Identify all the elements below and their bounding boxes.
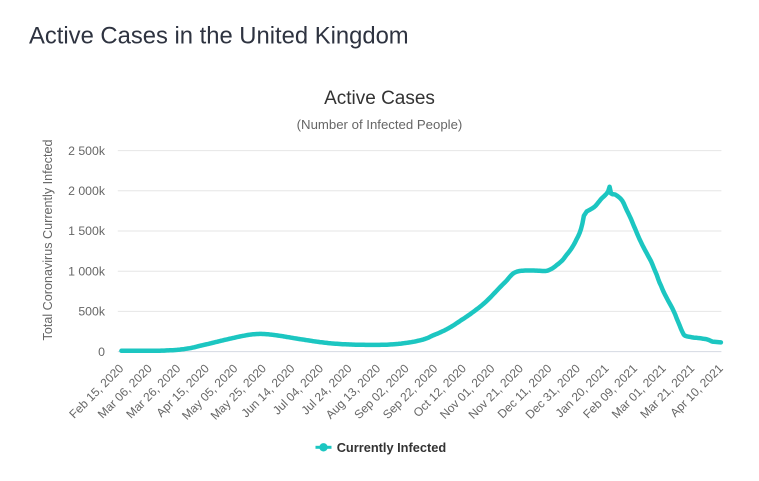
svg-text:Active Cases in the United Kin: Active Cases in the United Kingdom <box>29 23 409 50</box>
svg-text:2 500k: 2 500k <box>68 144 106 158</box>
svg-text:0: 0 <box>98 345 105 359</box>
svg-text:1 000k: 1 000k <box>68 264 106 278</box>
svg-text:(Number of Infected People): (Number of Infected People) <box>297 117 463 132</box>
svg-text:Active Cases: Active Cases <box>324 88 435 109</box>
svg-text:500k: 500k <box>78 305 106 319</box>
svg-text:2 000k: 2 000k <box>68 184 106 198</box>
svg-text:Currently Infected: Currently Infected <box>337 440 447 455</box>
svg-text:1 500k: 1 500k <box>68 224 106 238</box>
svg-text:Total Coronavirus Currently In: Total Coronavirus Currently Infected <box>41 140 55 341</box>
